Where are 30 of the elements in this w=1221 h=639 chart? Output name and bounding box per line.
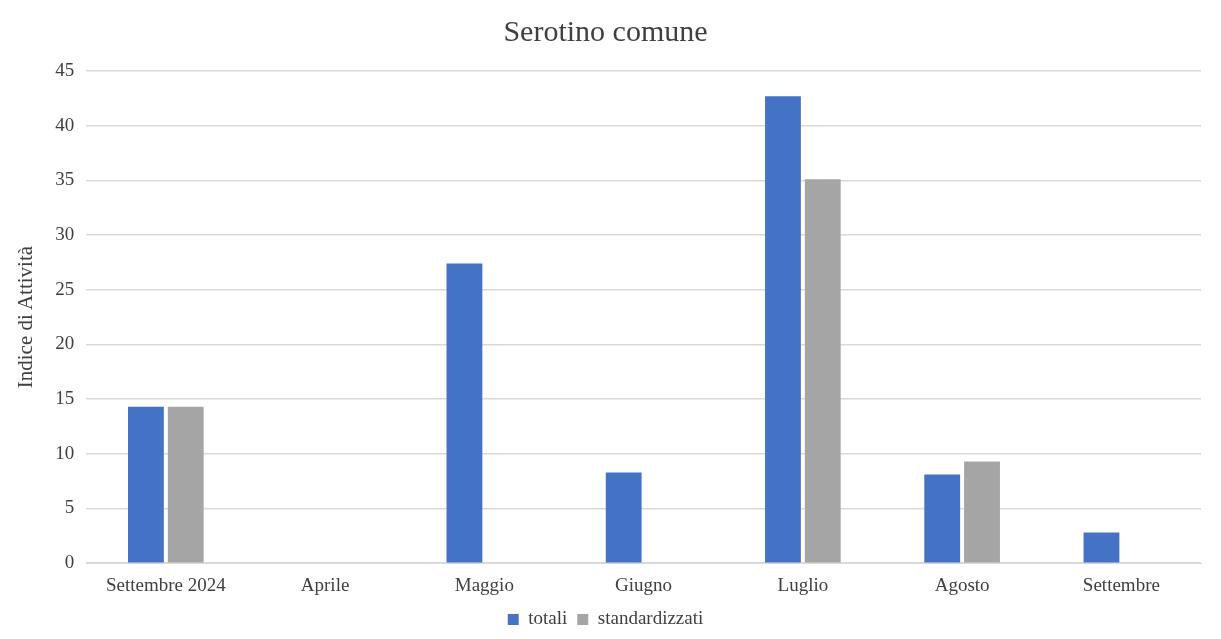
y-tick-label: 0 [64, 551, 75, 573]
y-tick-label: 40 [55, 113, 75, 135]
bar [128, 406, 164, 563]
bar [1083, 532, 1120, 563]
x-tick-label: Settembre 2024 [105, 573, 227, 595]
bar [964, 461, 1000, 563]
y-tick-label: 5 [64, 496, 75, 518]
y-tick-label: 35 [55, 168, 75, 190]
y-tick-label: 10 [55, 441, 75, 463]
y-tick-label: 25 [55, 277, 75, 299]
bar [167, 406, 204, 563]
y-tick-label: 20 [55, 332, 75, 354]
y-tick-label: 45 [55, 58, 75, 80]
x-tick-label: Maggio [454, 573, 514, 595]
chart-title: Serotino comune [503, 13, 708, 47]
x-tick-label: Agosto [934, 573, 990, 595]
bar [804, 179, 841, 563]
y-axis-title: Indice di Attività [13, 245, 38, 389]
x-tick-label: Settembre [1082, 573, 1160, 595]
x-tick-label: Giugno [615, 573, 673, 595]
bar [605, 472, 642, 563]
x-tick-label: Aprile [300, 573, 350, 595]
bar [924, 474, 961, 563]
legend-label: standardizzati [597, 607, 704, 629]
legend-label: totali [528, 607, 568, 629]
x-tick-label: Luglio [777, 573, 829, 595]
y-tick-label: 15 [55, 387, 75, 409]
bar [446, 263, 483, 563]
y-tick-label: 30 [55, 223, 75, 245]
bar [765, 96, 801, 563]
